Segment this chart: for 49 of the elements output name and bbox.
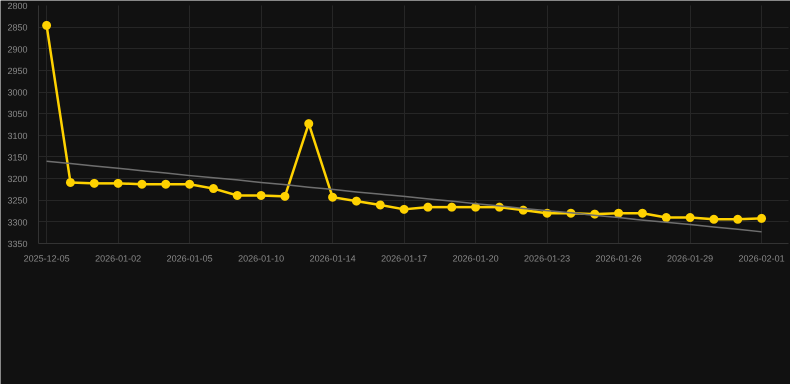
point: [208, 184, 218, 194]
x-tick-label: 2026-01-17: [381, 254, 428, 264]
x-tick-label: 2026-01-10: [238, 254, 284, 264]
point: [256, 190, 266, 200]
point: [423, 202, 432, 212]
y-tick-label: 3350: [7, 239, 28, 249]
y-tick-label: 2950: [7, 66, 28, 76]
y-tick-label: 3200: [7, 174, 28, 184]
point: [733, 214, 742, 224]
y-tick-label: 2800: [7, 1, 28, 11]
point: [137, 180, 146, 189]
point: [662, 213, 671, 222]
line-series: [46, 160, 762, 233]
x-tick-label: 2025-12-05: [24, 254, 70, 264]
y-tick-label: 3300: [7, 217, 28, 228]
point: [447, 202, 456, 212]
point: [686, 213, 695, 222]
y-tick-label: 3100: [7, 130, 28, 141]
point: [304, 119, 314, 128]
y-tick-label: 3250: [7, 196, 28, 206]
point: [614, 208, 624, 218]
x-tick-label: 2026-01-29: [667, 254, 714, 264]
point: [328, 192, 338, 202]
point: [280, 192, 290, 201]
point: [185, 180, 194, 189]
point: [232, 190, 242, 200]
x-tick-label: 2026-01-23: [524, 254, 570, 264]
point: [42, 20, 52, 30]
x-tick-label: 2026-01-20: [452, 254, 499, 264]
x-tick-label: 2026-01-05: [166, 254, 213, 264]
point: [757, 214, 766, 223]
point: [638, 208, 647, 218]
y-tick-label: 3000: [7, 88, 28, 98]
point: [161, 180, 170, 189]
x-tick-label: 2026-01-14: [310, 254, 356, 264]
y-tick-label: 3050: [7, 109, 28, 120]
point: [376, 200, 385, 210]
y-tick-label: 2900: [7, 44, 28, 54]
point: [709, 214, 718, 224]
point: [114, 178, 123, 188]
x-tick-label: 2026-01-26: [596, 254, 642, 264]
x-tick-label: 2026-01-02: [95, 254, 142, 264]
point: [90, 178, 99, 188]
point: [352, 196, 361, 206]
y-tick-label: 2850: [7, 22, 28, 33]
x-tick-label: 2026-02-01: [738, 254, 785, 264]
point: [66, 178, 75, 187]
point: [400, 204, 409, 214]
y-tick-label: 3150: [7, 152, 28, 162]
